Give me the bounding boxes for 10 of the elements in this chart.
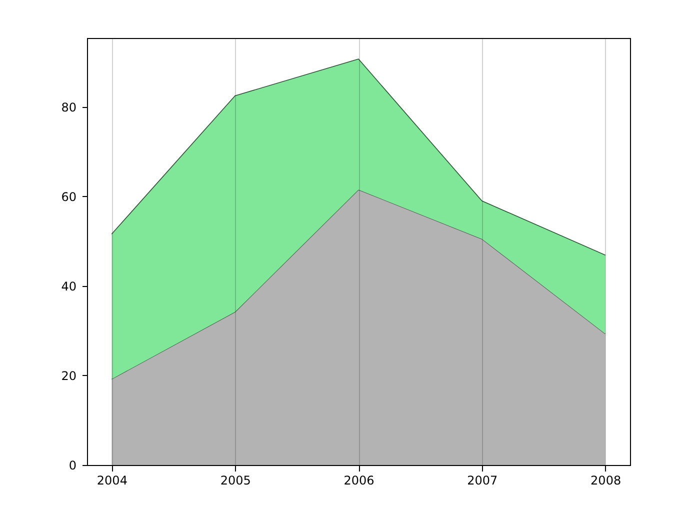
x-tick-label: 2005 — [220, 474, 251, 488]
x-tick-label: 2008 — [590, 474, 622, 488]
y-tick-label: 40 — [61, 279, 76, 294]
y-tick-label: 60 — [61, 190, 76, 204]
x-tick-label: 2007 — [467, 474, 498, 488]
y-tick-label: 80 — [61, 100, 76, 114]
x-tick-label: 2006 — [344, 474, 374, 488]
y-tick-label: 0 — [68, 458, 76, 472]
x-tick-label: 2004 — [96, 474, 128, 488]
y-tick-label: 20 — [61, 368, 76, 383]
